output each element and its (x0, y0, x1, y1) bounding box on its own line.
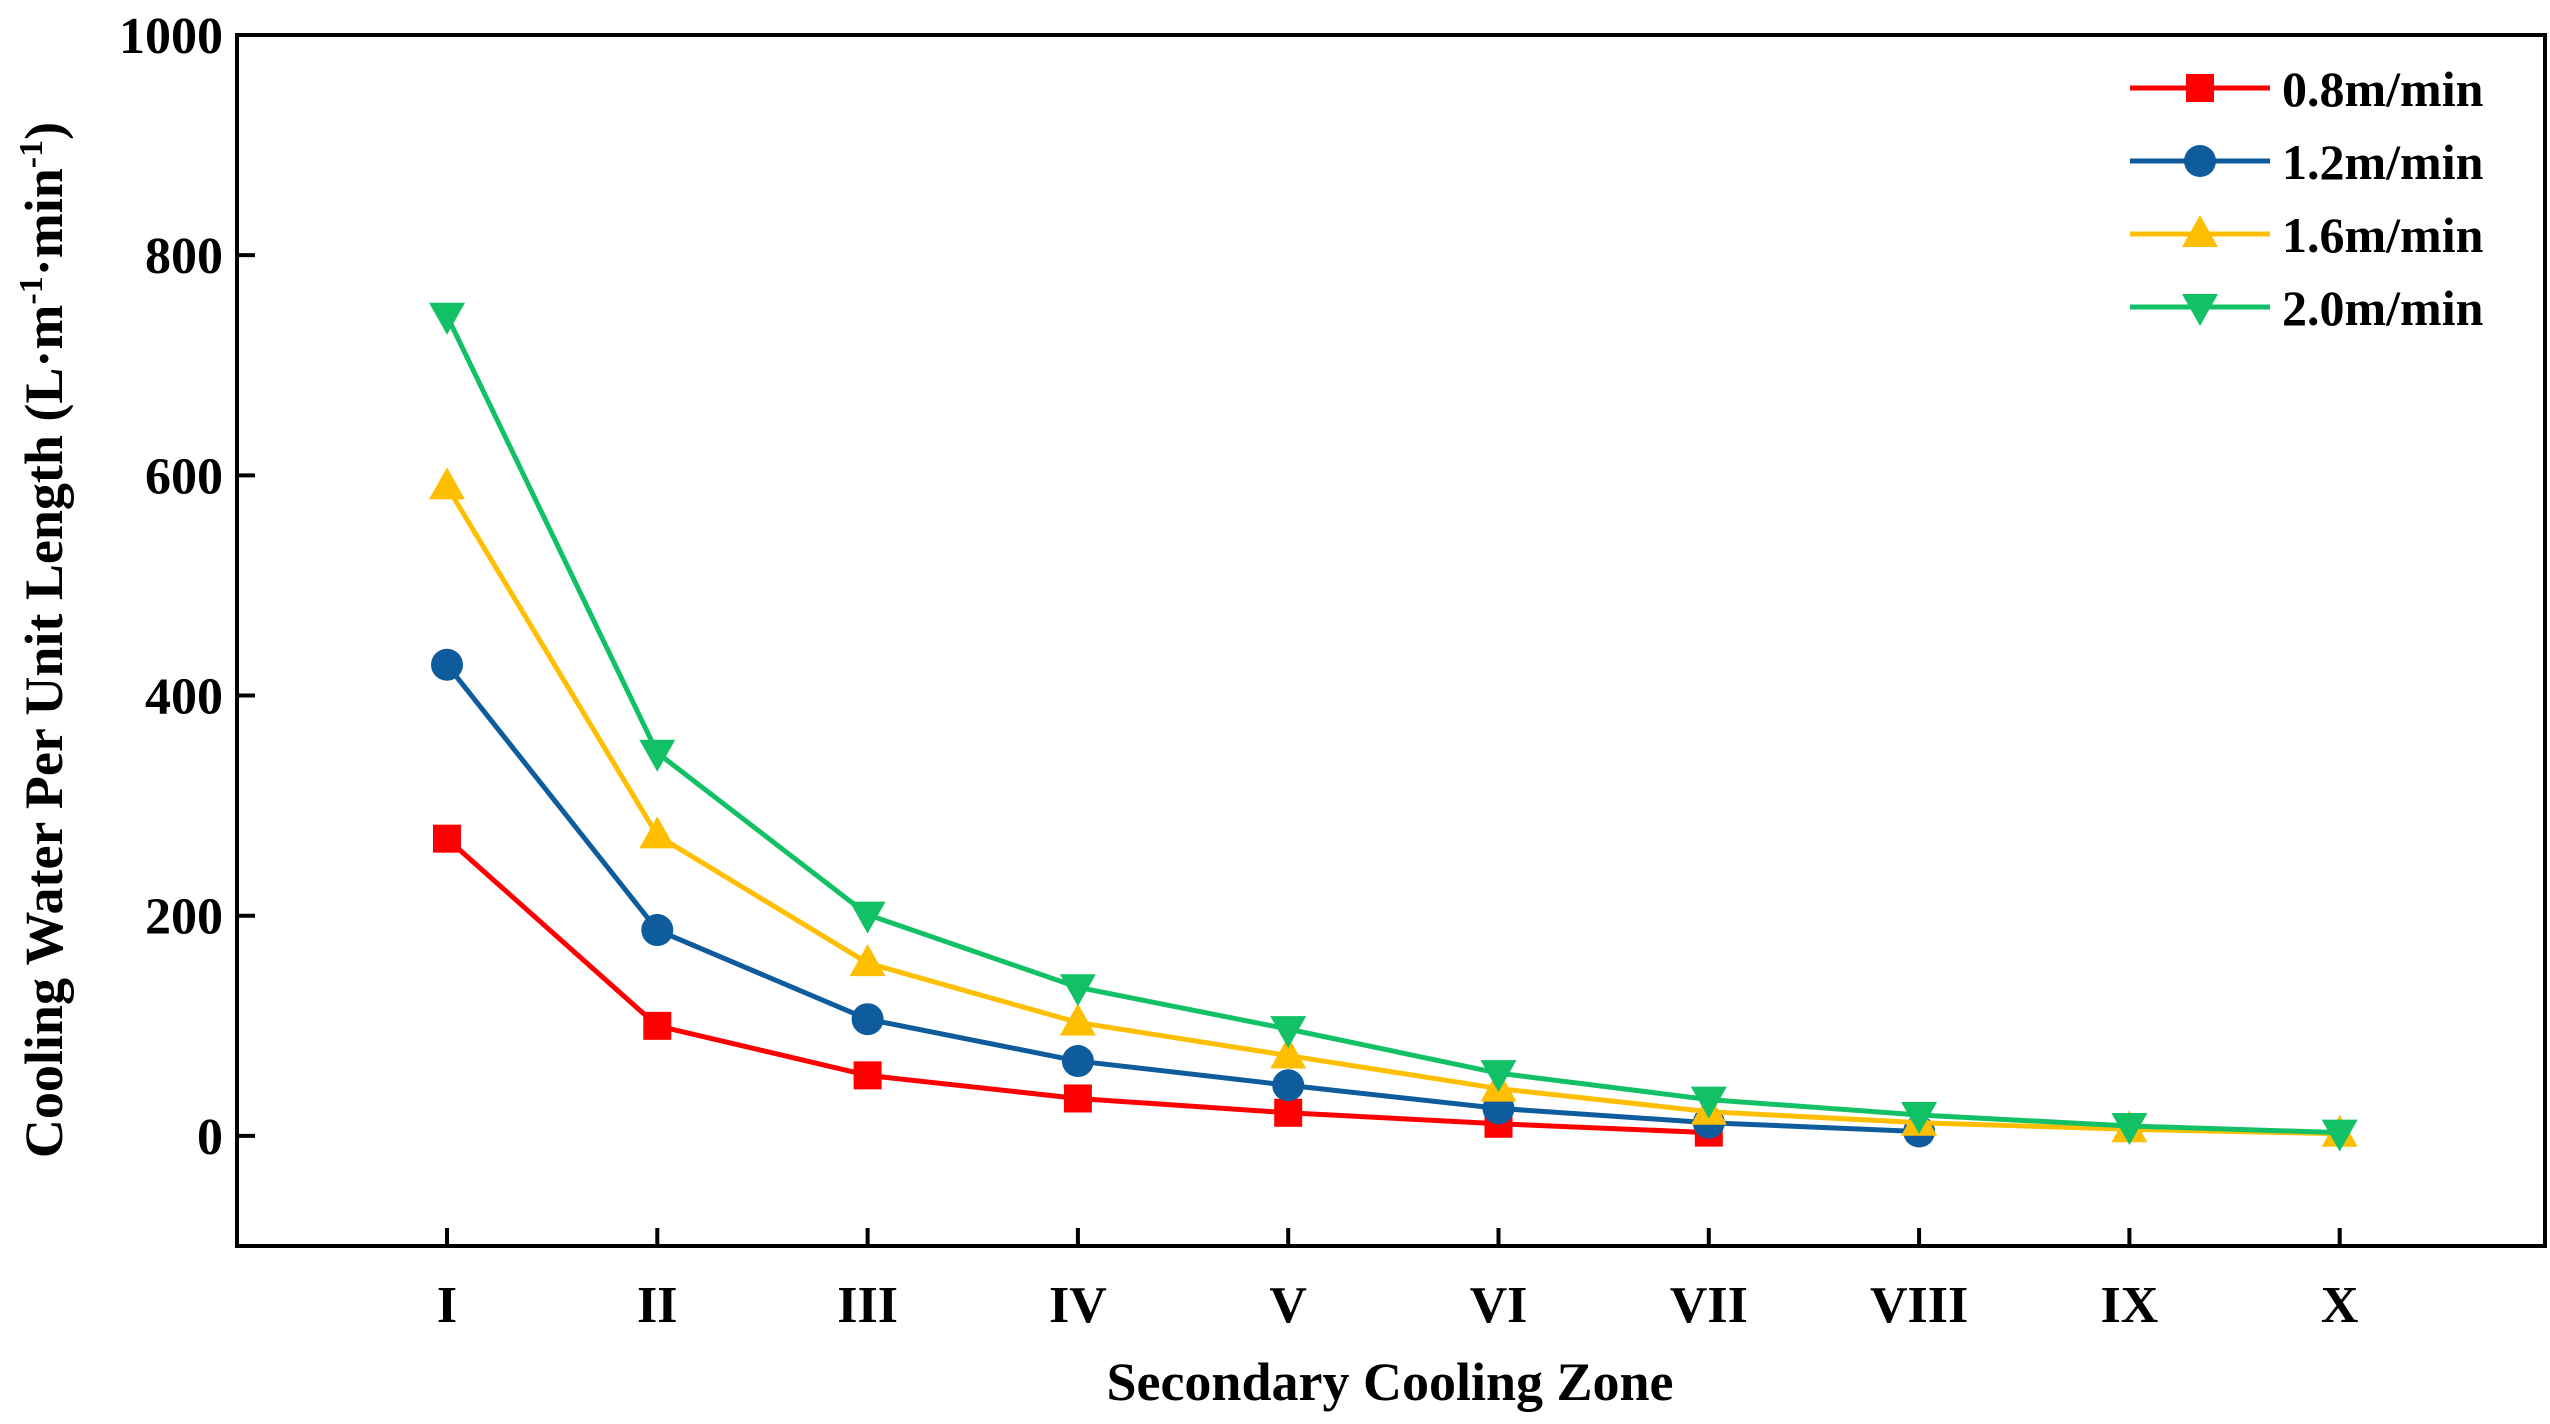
plot-frame (235, 33, 2547, 1248)
series-1.6m/min (429, 467, 2358, 1147)
data-point (2111, 1113, 2148, 1146)
x-tick-label: VIII (1870, 1277, 1968, 1334)
x-tick-label: VI (1470, 1277, 1528, 1334)
legend-marker (2182, 215, 2218, 247)
data-point (849, 944, 886, 977)
data-point (1059, 974, 1096, 1007)
y-tick-label: 800 (145, 228, 223, 285)
data-point (431, 648, 463, 681)
legend: 0.8m/min 1.2m/min 1.6m/min 2.0m/min (2130, 61, 2484, 336)
data-point (429, 467, 465, 500)
series-2.0m/min (429, 302, 2358, 1152)
data-point (643, 1011, 672, 1040)
x-tick-label: III (837, 1277, 898, 1334)
series-line (445, 663, 1920, 1135)
legend-label: 2.0m/min (2282, 280, 2484, 336)
legend-label: 0.8m/min (2282, 61, 2484, 117)
data-point (1270, 1016, 1307, 1049)
y-tick-label: 600 (145, 448, 223, 505)
x-axis-title: Secondary Cooling Zone (1106, 1352, 1673, 1412)
y-axis-title: Cooling Water Per Unit Length (L·m-1·min… (13, 122, 74, 1158)
series-1.2m/min (431, 648, 1936, 1148)
y-axis-title-sup2: -1 (13, 140, 50, 168)
data-point (853, 1061, 882, 1090)
data-point (1690, 1086, 1727, 1119)
data-point (1480, 1060, 1517, 1093)
x-axis: I II III IV V VI VII VIII IX X (437, 1228, 2359, 1334)
legend-label: 1.6m/min (2282, 207, 2484, 263)
data-point (1063, 1084, 1092, 1113)
data-point (2321, 1119, 2358, 1152)
x-tick-label: VII (1670, 1277, 1748, 1334)
y-axis: 0 200 400 600 800 1000 (119, 8, 255, 1166)
x-tick-label: I (437, 1277, 457, 1334)
x-tick-label: IV (1049, 1277, 1107, 1334)
y-tick-label: 400 (145, 669, 223, 726)
legend-label: 1.2m/min (2282, 134, 2484, 190)
y-axis-title-end: ) (14, 122, 74, 140)
data-point (1901, 1101, 1938, 1134)
data-point (1274, 1098, 1303, 1127)
legend-marker (2182, 294, 2218, 326)
data-point (429, 302, 465, 335)
y-axis-title-mid: ·min (14, 168, 74, 276)
y-tick-label: 200 (145, 889, 223, 946)
data-point (1272, 1069, 1305, 1102)
legend-marker (2186, 74, 2214, 102)
data-point (851, 1003, 884, 1036)
y-axis-title-sup1: -1 (13, 276, 50, 304)
x-tick-label: X (2321, 1277, 2359, 1334)
x-tick-label: IX (2101, 1277, 2159, 1334)
series-line (444, 314, 2340, 1136)
data-point (1061, 1045, 1094, 1078)
data-point (641, 914, 674, 947)
legend-marker (2184, 145, 2216, 177)
x-tick-label: V (1269, 1277, 1307, 1334)
y-tick-label: 0 (197, 1109, 223, 1166)
data-point (849, 901, 886, 934)
data-point (639, 739, 676, 772)
series-layer (429, 302, 2358, 1152)
data-point (1059, 1003, 1096, 1036)
y-tick-label: 1000 (119, 8, 223, 65)
data-point (1270, 1036, 1307, 1069)
x-tick-label: II (637, 1277, 677, 1334)
y-axis-title-main: Cooling Water Per Unit Length (L·m (14, 305, 74, 1159)
series-line (444, 485, 2340, 1137)
data-point (433, 824, 461, 853)
data-point (639, 816, 676, 849)
